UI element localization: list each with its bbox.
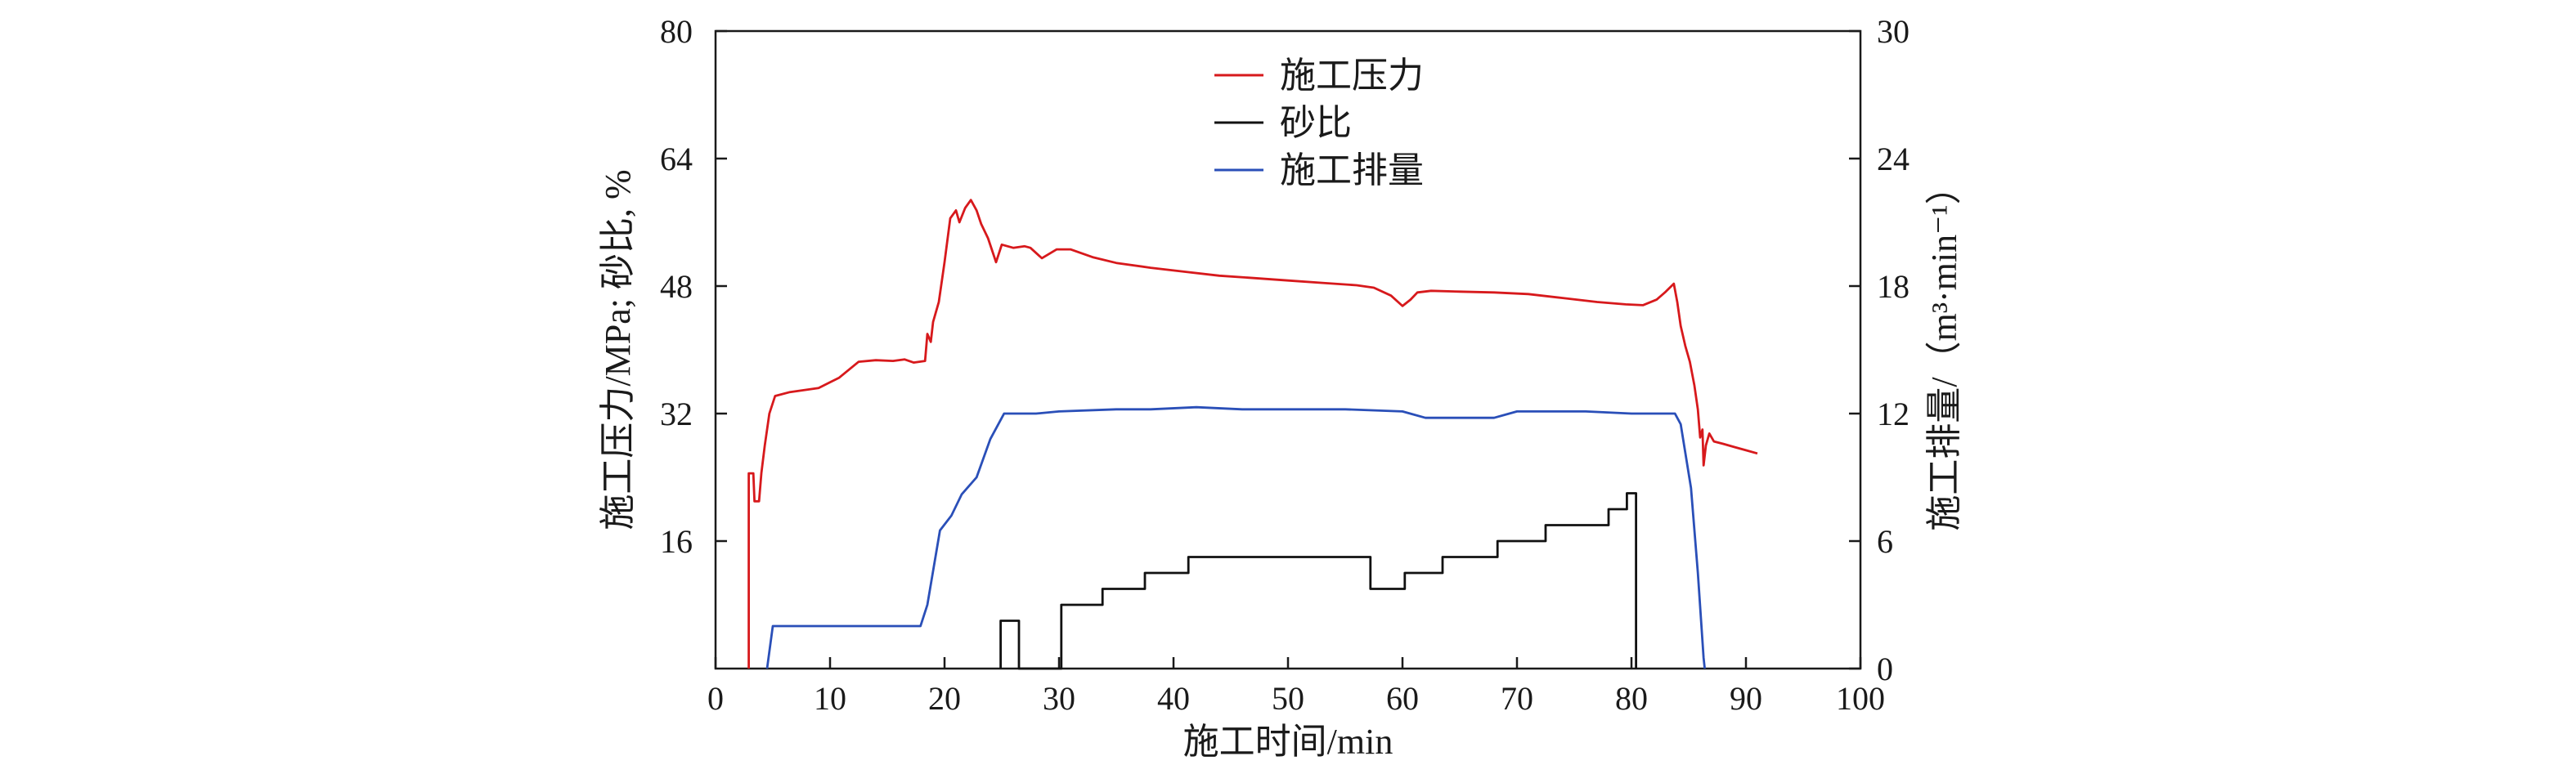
left-y-tick-label: 80 — [660, 13, 693, 50]
right-y-tick-label: 30 — [1877, 13, 1910, 50]
x-tick-label: 10 — [814, 680, 846, 717]
series-line-3 — [765, 405, 1706, 669]
x-tick-label: 80 — [1615, 680, 1648, 717]
x-tick-label: 30 — [1043, 680, 1075, 717]
x-axis-title: 施工时间/min — [1183, 722, 1393, 762]
left-y-tick-label: 32 — [660, 396, 693, 432]
x-tick-label: 90 — [1730, 680, 1762, 717]
x-tick-label: 40 — [1157, 680, 1190, 717]
left-y-tick-label: 64 — [660, 141, 693, 177]
left-y-axis-title: 施工压力/MPa; 砂比, % — [598, 169, 638, 530]
x-tick-label: 60 — [1386, 680, 1419, 717]
left-y-axis-ticks: 16 32 48 64 80 — [660, 13, 727, 560]
right-y-tick-label: 6 — [1877, 523, 1893, 560]
legend-label: 砂比 — [1280, 103, 1352, 143]
right-y-axis-ticks: 0 6 12 18 24 30 — [1849, 13, 1910, 687]
right-y-tick-label: 18 — [1877, 268, 1910, 305]
x-tick-label: 100 — [1836, 680, 1885, 717]
legend-label: 施工压力 — [1280, 56, 1424, 96]
x-tick-label: 20 — [928, 680, 961, 717]
right-y-axis-title: 施工排量/（m³·min⁻¹） — [1924, 168, 1964, 530]
left-y-tick-label: 16 — [660, 523, 693, 560]
x-tick-label: 50 — [1272, 680, 1304, 717]
right-y-tick-label: 12 — [1877, 396, 1910, 432]
left-y-tick-label: 48 — [660, 268, 693, 305]
right-y-tick-label: 24 — [1877, 141, 1910, 177]
x-axis-ticks: 0 10 20 30 40 50 60 70 80 90 100 — [707, 657, 1885, 717]
series-line-1 — [747, 199, 1758, 669]
legend-label: 施工排量 — [1280, 150, 1424, 190]
x-tick-label: 70 — [1501, 680, 1533, 717]
series-line-2 — [999, 492, 1637, 670]
x-tick-label: 0 — [707, 680, 724, 717]
right-y-tick-label: 0 — [1877, 651, 1893, 687]
series-layer — [747, 199, 1758, 670]
